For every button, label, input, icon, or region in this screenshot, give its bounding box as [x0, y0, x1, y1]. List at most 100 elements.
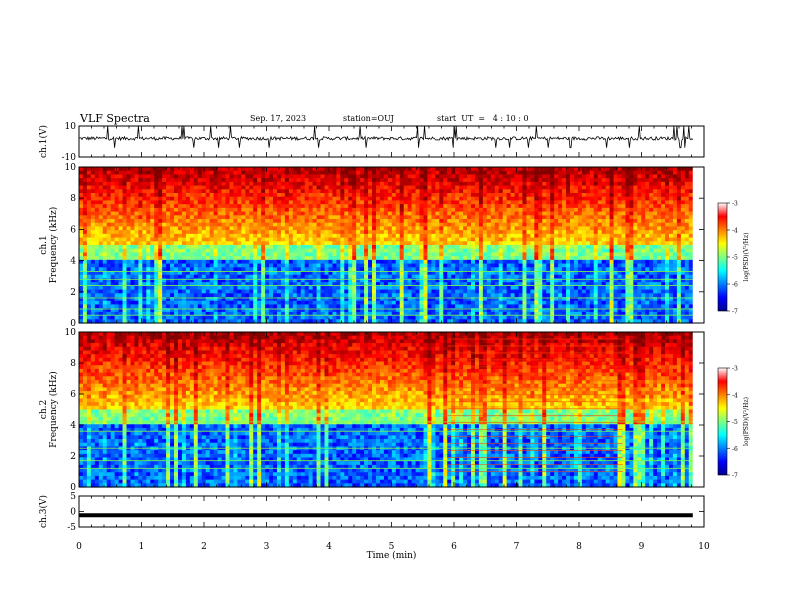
spectrogram-cell — [308, 282, 314, 287]
spectrogram-cell — [383, 222, 389, 228]
spectrogram-cell — [459, 196, 464, 202]
spectrogram-cell — [463, 193, 468, 198]
spectrogram-cell — [150, 289, 155, 294]
spectrogram-cell — [257, 289, 262, 294]
spectrogram-cell — [177, 248, 183, 254]
spectrogram-cell — [324, 178, 330, 183]
spectrogram-cell — [423, 271, 429, 276]
spectrogram-cell — [471, 200, 476, 205]
spectrogram-cell — [265, 204, 270, 209]
spectrogram-cell — [340, 285, 345, 291]
spectrogram-cell — [150, 285, 155, 291]
spectrogram-cell — [364, 289, 369, 294]
spectrogram-cell — [482, 219, 488, 224]
spectrogram-cell — [185, 282, 191, 287]
spectrogram-cell — [177, 178, 183, 183]
spectrogram-cell — [276, 248, 282, 254]
spectrogram-cell — [415, 226, 421, 231]
spectrogram-cell — [518, 248, 524, 254]
spectrogram-cell — [467, 200, 472, 205]
spectrogram-cell — [423, 282, 429, 287]
spectrogram-cell — [126, 278, 132, 283]
spectrogram-cell — [205, 207, 211, 213]
spectrogram-cell — [368, 219, 373, 224]
spectrogram-cell — [245, 215, 250, 220]
spectrogram-cell — [542, 271, 547, 276]
spectrogram-cell — [387, 237, 393, 242]
spectrogram-cell — [166, 267, 171, 272]
spectrogram-cell — [522, 207, 528, 213]
spectrogram-cell — [534, 178, 539, 183]
spectrogram-cell — [502, 196, 508, 202]
spectrogram-cell — [399, 241, 405, 246]
spectrogram-cell — [498, 289, 504, 294]
spectrogram-cell — [122, 300, 128, 306]
spectrogram-cell — [233, 215, 238, 220]
spectrogram-cell — [471, 193, 476, 198]
spectrogram-cell — [284, 248, 290, 254]
spectrogram-cell — [142, 315, 147, 320]
spectrogram-cell — [447, 282, 452, 287]
spectrogram-cell — [86, 263, 92, 268]
spectrogram-cell — [423, 289, 429, 294]
spectrogram-cell — [387, 185, 393, 190]
spectrogram-cell — [375, 252, 381, 257]
spectrogram-cell — [482, 181, 488, 187]
spectrogram-cell — [514, 193, 520, 198]
spectrogram-cell — [284, 170, 290, 176]
spectrogram-cell — [510, 222, 516, 228]
spectrogram-cell — [201, 219, 207, 224]
spectrogram-cell — [296, 308, 302, 313]
spectrogram-cell — [181, 245, 187, 250]
spectrogram-cell — [181, 178, 187, 183]
spectrogram-cell — [328, 193, 334, 198]
spectrogram-cell — [411, 285, 417, 291]
spectrogram-cell — [229, 267, 235, 272]
spectrogram-cell — [478, 237, 484, 242]
spectrogram-cell — [379, 200, 385, 205]
spectrogram-cell — [237, 285, 242, 291]
spectrogram-cell — [522, 304, 528, 309]
spectrogram-cell — [166, 237, 171, 242]
spectrogram-cell — [443, 245, 448, 250]
spectrogram-cell — [407, 304, 413, 309]
spectrogram-cell — [455, 178, 460, 183]
spectrogram-cell — [538, 267, 543, 272]
spectrogram-cell — [375, 200, 381, 205]
spectrogram-cell — [102, 204, 108, 209]
spectrogram-cell — [158, 256, 163, 261]
spectrogram-cell — [360, 252, 365, 257]
spectrogram-cell — [98, 248, 104, 254]
spectrogram-cell — [166, 230, 171, 235]
spectrogram-cell — [494, 237, 500, 242]
spectrogram-cell — [273, 204, 278, 209]
spectrogram-cell — [261, 248, 266, 254]
spectrogram-cell — [498, 207, 504, 213]
spectrogram-cell — [494, 207, 500, 213]
spectrogram-cell — [134, 241, 139, 246]
spectrogram-cell — [284, 167, 290, 172]
spectrogram-cell — [94, 282, 100, 287]
spectrogram-cell — [280, 222, 286, 228]
spectrogram-cell — [90, 211, 96, 216]
spectrogram-cell — [407, 237, 413, 242]
spectrogram-cell — [98, 245, 104, 250]
spectrogram-cell — [308, 200, 314, 205]
spectrogram-cell — [463, 189, 468, 194]
spectrogram-cell — [300, 215, 306, 220]
spectrogram-cell — [86, 315, 92, 320]
spectrogram-cell — [383, 170, 389, 176]
spectrogram-cell — [482, 252, 488, 257]
spectrogram-cell — [158, 167, 163, 172]
spectrogram-cell — [423, 256, 429, 261]
spectrogram-cell — [542, 241, 547, 246]
spectrogram-cell — [245, 222, 250, 228]
spectrogram-cell — [526, 271, 531, 276]
spectrogram-cell — [249, 233, 254, 239]
spectrogram-cell — [146, 259, 151, 265]
spectrogram-cell — [261, 256, 266, 261]
spectrogram-cell — [158, 222, 163, 228]
spectrogram-cell — [336, 252, 341, 257]
spectrogram-cell — [162, 226, 167, 231]
spectrogram-cell — [166, 207, 171, 213]
